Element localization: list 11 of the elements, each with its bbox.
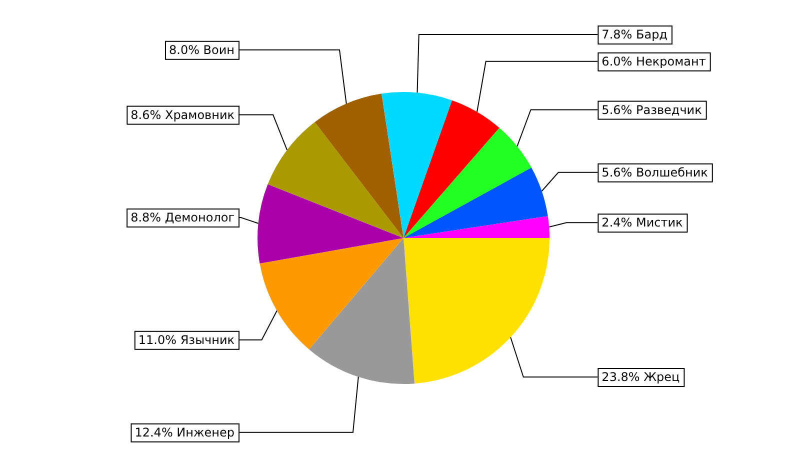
slice-label: 8.6% Храмовник xyxy=(130,108,235,122)
slice-label: 7.8% Бард xyxy=(602,28,668,42)
slice-label: 8.0% Воин xyxy=(169,43,235,58)
slice-label: 6.0% Некромант xyxy=(602,54,706,69)
slice-label: 11.0% Язычник xyxy=(138,332,235,347)
slice-label: 5.6% Волшебник xyxy=(602,166,708,180)
slice-label: 5.6% Разведчик xyxy=(602,102,702,117)
slice-label: 12.4% Инженер xyxy=(134,426,235,440)
slice-label: 2.4% Мистик xyxy=(602,216,683,230)
slice-label: 8.8% Демонолог xyxy=(130,210,235,225)
slice-label: 23.8% Жрец xyxy=(602,370,680,384)
